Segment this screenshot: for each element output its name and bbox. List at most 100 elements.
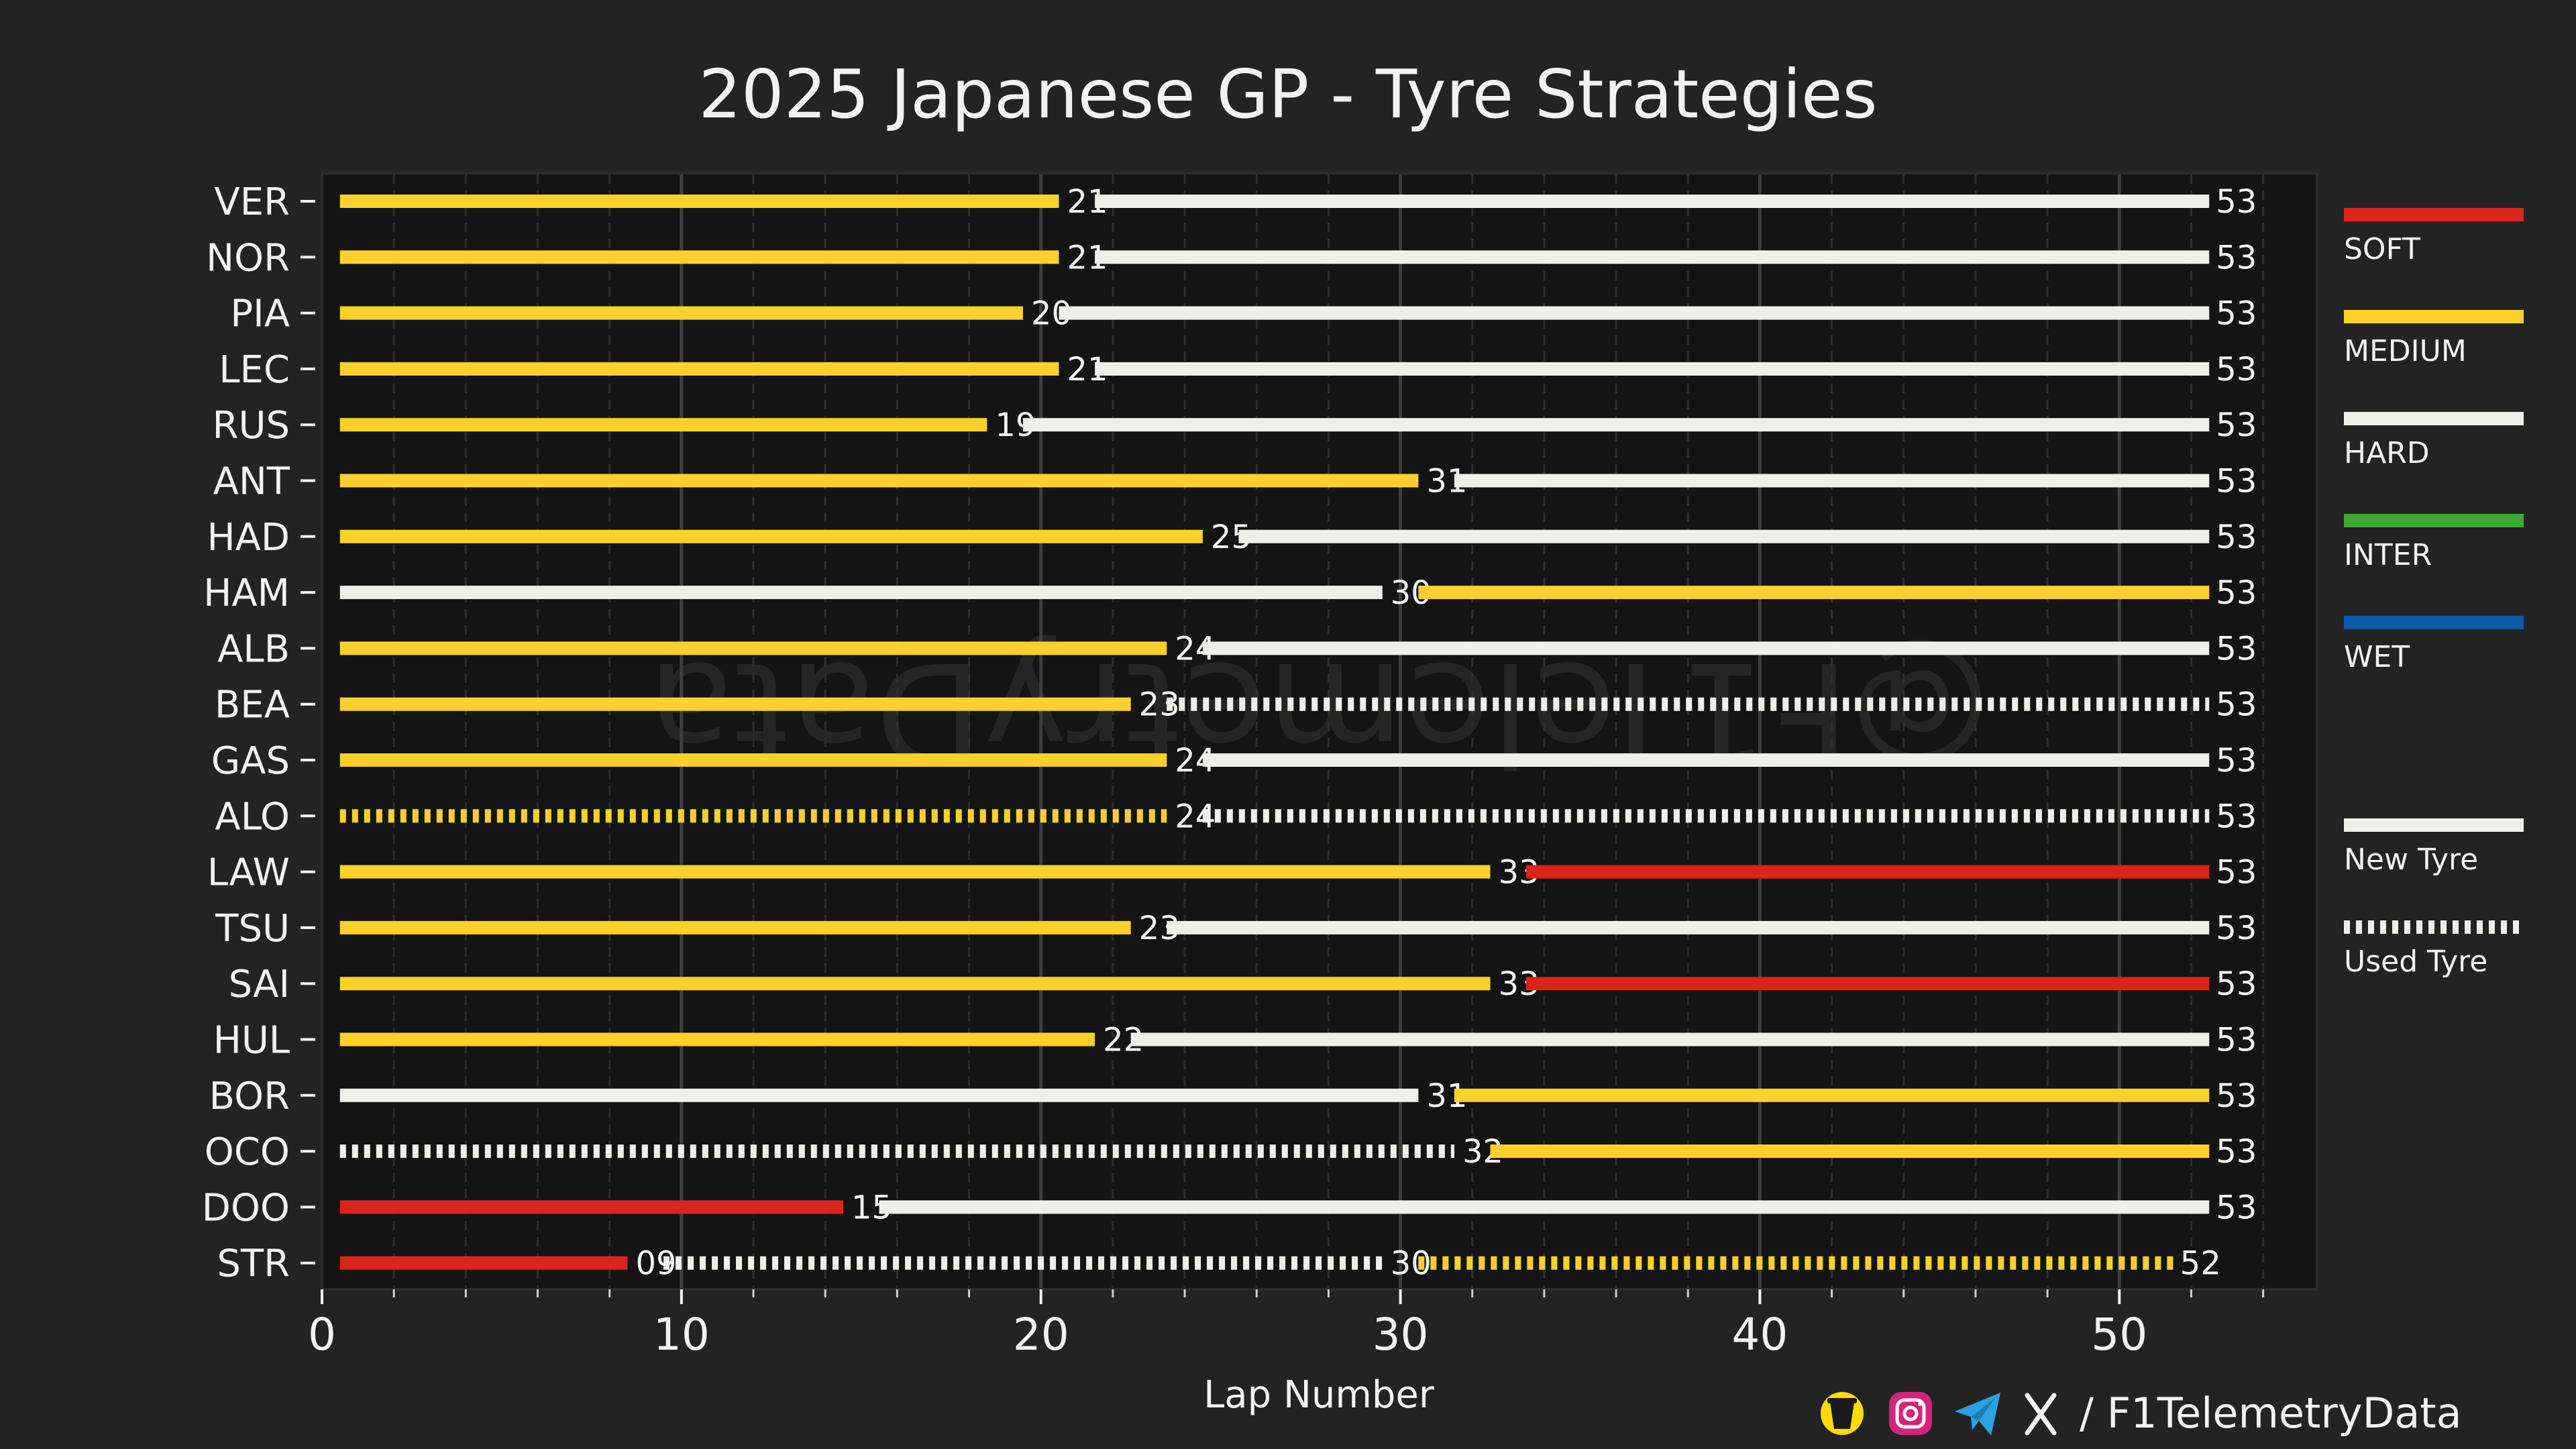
stint-bar: [1095, 362, 2210, 376]
stint-bar: [1418, 586, 2210, 600]
legend-label: MEDIUM: [2344, 334, 2467, 368]
stint-end-label: 53: [2216, 1189, 2257, 1226]
x-tick-label: 10: [653, 1309, 710, 1360]
driver-label: BOR: [209, 1075, 290, 1118]
stint-end-label: 53: [2216, 295, 2257, 333]
stint-bar: [339, 641, 1167, 655]
driver-label: LEC: [219, 348, 290, 392]
driver-label: HUL: [213, 1019, 290, 1063]
stint-end-label: 53: [2216, 1133, 2257, 1171]
driver-label: GAS: [211, 739, 290, 783]
instagram-icon[interactable]: [1889, 1392, 1932, 1435]
stint-bar: [339, 195, 1059, 208]
stint-bar: [879, 1200, 2210, 1214]
stint-end-label: 23: [1139, 686, 1180, 724]
driver-label: BEA: [215, 684, 290, 727]
stint-bar: [1022, 418, 2210, 432]
stint-end-label: 53: [2216, 239, 2257, 276]
stint-bar: [1238, 529, 2210, 543]
stint-end-label: 53: [2216, 1077, 2257, 1115]
driver-label: RUS: [213, 404, 290, 447]
legend-label: Used Tyre: [2344, 945, 2487, 979]
telegram-icon[interactable]: [1955, 1393, 2000, 1436]
x-tick-label: 50: [2091, 1309, 2147, 1360]
stint-bar: [339, 586, 1383, 600]
stint-end-label: 53: [2216, 965, 2257, 1003]
legend-swatch: [2344, 412, 2524, 425]
driver-label: ALO: [215, 795, 290, 839]
stint-end-label: 09: [635, 1245, 676, 1283]
driver-label: VER: [214, 180, 290, 224]
stint-end-label: 53: [2216, 351, 2257, 388]
plot-area: [321, 172, 2318, 1291]
driver-label: STR: [217, 1242, 290, 1286]
driver-label: TSU: [215, 907, 290, 951]
x-tick-label: 40: [1731, 1309, 1788, 1360]
legend-swatch: [2344, 616, 2524, 629]
stint-bar: [1202, 641, 2210, 655]
stint-bar: [1095, 250, 2210, 264]
stint-bar: [1490, 1144, 2210, 1159]
legend-swatch: [2344, 514, 2524, 527]
footer: / F1TelemetryData: [1821, 1389, 2462, 1438]
legend-swatch: [2344, 310, 2524, 323]
stint-end-label: 53: [2216, 463, 2257, 500]
x-axis-label: Lap Number: [1203, 1373, 1435, 1417]
driver-label: HAD: [207, 516, 290, 559]
legend: SOFT MEDIUM HARD INTER WET New Tyre Used Tyre: [2344, 208, 2524, 979]
stint-end-label: 53: [2216, 798, 2257, 835]
stint-bar: [339, 1200, 843, 1214]
stint-bar: [1167, 920, 2210, 934]
stint-bar: [339, 474, 1419, 488]
legend-label: HARD: [2344, 436, 2430, 470]
stint-bar: [339, 865, 1491, 879]
x-tick-label: 0: [308, 1309, 336, 1360]
x-axis-ticks: 0 10 20 30 40 50: [308, 1289, 2265, 1360]
stint-end-label: 53: [2216, 183, 2257, 221]
stint-bar: [1202, 753, 2210, 767]
driver-label: LAW: [207, 851, 290, 895]
stint-end-label: 53: [2216, 519, 2257, 556]
legend-swatch: [2344, 208, 2524, 221]
stint-bar: [1454, 1088, 2210, 1102]
stint-end-label: 53: [2216, 1022, 2257, 1059]
stint-end-label: 53: [2216, 854, 2257, 892]
driver-label: ANT: [213, 460, 290, 504]
stint-bar: [1454, 474, 2210, 488]
stint-bar: [339, 697, 1131, 711]
x-icon[interactable]: [2025, 1393, 2057, 1436]
stint-bar: [339, 362, 1059, 376]
buy-me-a-coffee-icon[interactable]: [1821, 1392, 1864, 1435]
stint-end-label: 24: [1175, 798, 1216, 835]
driver-labels: VER NOR PIA LEC RUS ANT HAD HAM ALB BEA GAS ALO LAW T…: [202, 180, 315, 1286]
stint-end-label: 53: [2216, 574, 2257, 612]
stint-bar: [1526, 977, 2210, 991]
driver-label: SAI: [229, 963, 290, 1006]
stint-bar: [1095, 195, 2210, 208]
stint-end-label: 30: [1391, 1245, 1432, 1283]
stint-bar: [339, 1256, 628, 1270]
driver-label: ALB: [217, 627, 290, 671]
stint-end-label: 53: [2216, 910, 2257, 947]
stint-bar: [1526, 865, 2210, 879]
chart-title: 2025 Japanese GP - Tyre Strategies: [698, 55, 1877, 133]
watermark-text: @F1TelemetryData: [647, 631, 1990, 795]
legend-label: WET: [2344, 640, 2410, 674]
stint-end-label: 52: [2180, 1245, 2221, 1283]
footer-handle[interactable]: / F1TelemetryData: [2080, 1389, 2462, 1438]
gridlines: [392, 174, 2265, 1288]
stint-bar: [1130, 1032, 2210, 1046]
legend-label: SOFT: [2344, 232, 2420, 266]
x-tick-label: 30: [1373, 1309, 1429, 1360]
driver-label: NOR: [206, 236, 290, 280]
stint-end-label: 53: [2216, 630, 2257, 667]
x-tick-label: 20: [1013, 1309, 1069, 1360]
stint-bar: [339, 529, 1203, 543]
stint-bar: [1059, 306, 2210, 320]
stint-bar: [339, 977, 1491, 991]
stint-bar: [339, 306, 1023, 320]
stint-bar: [339, 753, 1167, 767]
